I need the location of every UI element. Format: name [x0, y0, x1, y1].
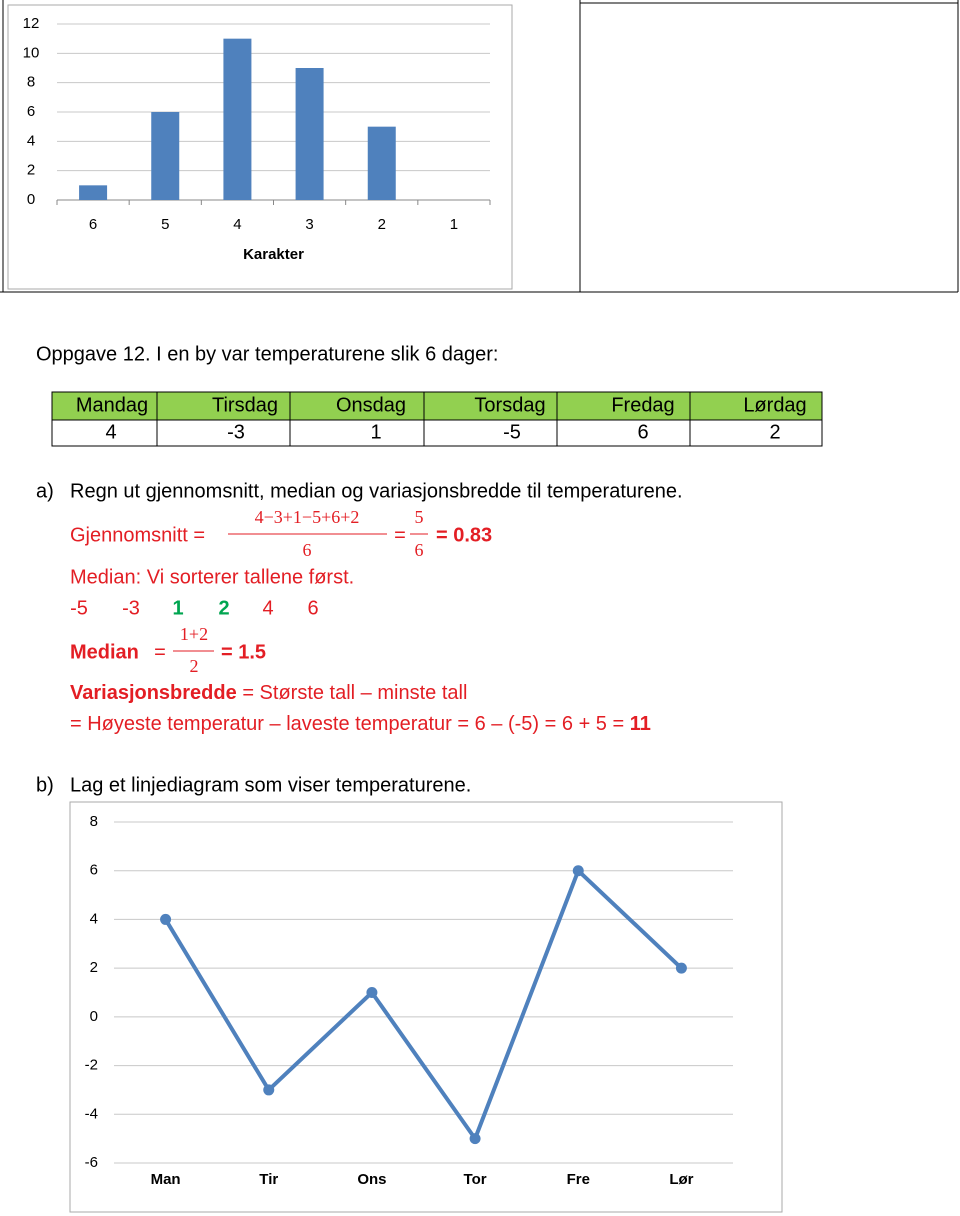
table-header-cell: Tirsdag [212, 394, 278, 416]
table-header-bg [52, 392, 822, 420]
table-cell: 6 [637, 421, 648, 443]
y-tick-label: 0 [27, 191, 35, 208]
sorted-values: -5 -3 1 2 4 6 [70, 597, 318, 619]
bar [295, 68, 324, 200]
bar [79, 185, 108, 200]
sorted-value: -3 [122, 597, 140, 619]
y-tick-label: 0 [90, 1008, 98, 1025]
y-tick-label: -2 [85, 1057, 98, 1074]
range-definition: = Største tall – minste tall [242, 682, 467, 704]
table-cell: 2 [769, 421, 780, 443]
x-tick-label: 4 [233, 216, 241, 233]
table-border [51, 391, 823, 447]
bar [223, 38, 252, 200]
fraction-denominator: 6 [303, 540, 312, 560]
part-label: b) [36, 774, 54, 796]
table-header-cell: Onsdag [336, 394, 406, 416]
temperature-table [51, 391, 823, 447]
mean-result: = 0.83 [436, 524, 492, 546]
equals: = [394, 524, 406, 546]
point [469, 1133, 481, 1145]
sorted-value: 4 [262, 597, 273, 619]
table-header-cell: Torsdag [474, 394, 545, 416]
table-grid [51, 391, 823, 447]
y-tick-label: 8 [90, 813, 98, 830]
sorted-value: 1 [172, 597, 183, 619]
range-term: Variasjonsbredde [70, 682, 237, 704]
bar [151, 112, 180, 200]
table-header-cell: Fredag [611, 394, 674, 416]
y-tick-label: -4 [85, 1105, 98, 1122]
question: Regn ut gjennomsnitt, median og variasjo… [70, 480, 683, 502]
y-tick-label: 6 [27, 103, 35, 120]
y-tick-label: 2 [27, 162, 35, 179]
fraction-denominator: 6 [415, 540, 424, 560]
x-tick-label: Ons [357, 1171, 386, 1188]
point [572, 865, 584, 877]
point [366, 987, 378, 998]
equals: = [154, 641, 166, 663]
x-tick-label: 6 [89, 216, 97, 233]
median-intro: Median: Vi sorterer tallene først. [70, 566, 354, 588]
sorted-value: -5 [70, 597, 88, 619]
range-result: 11 [630, 713, 651, 735]
point [675, 962, 687, 974]
range-calculation: = Høyeste temperatur – laveste temperatu… [70, 713, 624, 735]
sorted-value: 6 [307, 597, 318, 619]
x-tick-label: Tir [259, 1171, 278, 1188]
x-tick-label: Lør [669, 1171, 693, 1188]
table-cell: -5 [503, 421, 521, 443]
point [263, 1084, 275, 1096]
x-tick-label: Man [151, 1171, 181, 1188]
chart-border [7, 4, 513, 290]
range-calc-line: = Høyeste temperatur – laveste temperatu… [70, 713, 651, 735]
x-axis-label: Karakter [243, 246, 304, 263]
y-tick-label: 8 [27, 74, 35, 91]
fraction-numerator: 5 [415, 507, 424, 527]
y-tick-label: 10 [23, 44, 40, 61]
y-tick-label: 4 [27, 132, 35, 149]
chart-border [69, 801, 783, 1213]
point [160, 913, 172, 925]
x-tick-label: 3 [305, 216, 313, 233]
y-tick-label: -6 [85, 1154, 98, 1171]
x-tick-label: 5 [161, 216, 169, 233]
y-tick-label: 6 [90, 862, 98, 879]
x-tick-label: Fre [567, 1171, 590, 1188]
bar [367, 126, 396, 200]
question: Lag et linjediagram som viser temperatur… [70, 774, 471, 796]
table-cell: 1 [370, 421, 381, 443]
y-tick-label: 4 [90, 910, 98, 927]
x-tick-label: Tor [464, 1171, 487, 1188]
top-frame [0, 0, 959, 293]
table-header-cell: Mandag [76, 394, 148, 416]
mean-label: Gjennomsnitt = [70, 524, 205, 546]
median-label: Median [70, 641, 139, 663]
y-tick-label: 12 [23, 15, 40, 32]
table-cell: 4 [105, 421, 116, 443]
x-tick-label: 2 [378, 216, 386, 233]
y-tick-label: 2 [90, 959, 98, 976]
range-line: Variasjonsbredde = Største tall – minste… [70, 682, 467, 704]
table-cell: -3 [227, 421, 245, 443]
table-header-cell: Lørdag [743, 394, 806, 416]
fraction-denominator: 2 [190, 656, 199, 676]
x-tick-label: 1 [450, 216, 458, 233]
task-title: Oppgave 12. I en by var temperaturene sl… [36, 343, 499, 365]
part-label: a) [36, 480, 54, 502]
fraction-numerator: 4−3+1−5+6+2 [255, 507, 360, 527]
median-result: = 1.5 [221, 641, 266, 663]
sorted-value: 2 [218, 597, 229, 619]
line-series [163, 868, 683, 1141]
fraction-numerator: 1+2 [180, 624, 208, 644]
